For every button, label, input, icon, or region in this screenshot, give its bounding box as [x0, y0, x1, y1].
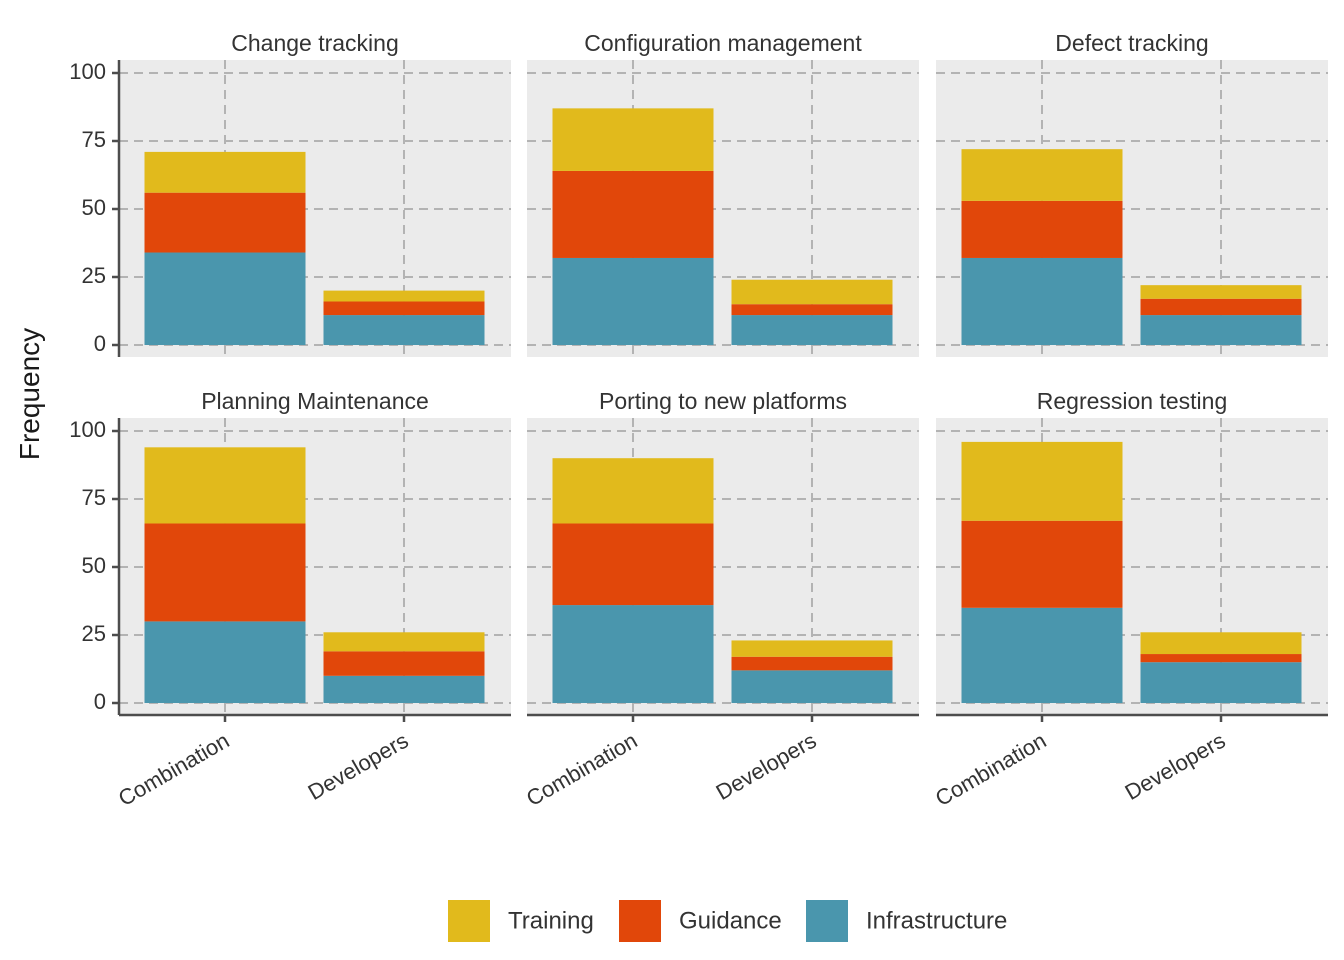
y-tick-label: 50: [82, 195, 106, 220]
bar-segment-training: [552, 108, 714, 171]
legend-item-guidance: Guidance: [619, 900, 782, 942]
y-tick-label: 0: [94, 689, 106, 714]
y-tick-label: 25: [82, 621, 106, 646]
facet-panel: Change tracking 0 25 50 75 100: [69, 30, 511, 357]
bar-segment-guidance: [731, 304, 893, 316]
legend-swatch: [448, 900, 490, 942]
facet-panel: Porting to new platforms Combination Devel…: [522, 388, 919, 811]
legend-swatch: [806, 900, 848, 942]
bar-segment-training: [552, 458, 714, 524]
legend-item-training: Training: [448, 900, 594, 942]
facet-panel: Defect tracking: [936, 30, 1328, 357]
bar-segment-guidance: [144, 523, 306, 622]
bar-segment-infrastructure: [1140, 662, 1302, 703]
bar-segment-infrastructure: [961, 257, 1123, 345]
bar-segment-guidance: [961, 520, 1123, 608]
bar-segment-infrastructure: [1140, 315, 1302, 345]
legend-label: Infrastructure: [866, 907, 1007, 934]
bar-segment-infrastructure: [323, 315, 485, 345]
bar-segment-training: [323, 632, 485, 652]
bar-segment-training: [1140, 285, 1302, 299]
y-tick-label: 25: [82, 263, 106, 288]
bar-segment-training: [144, 447, 306, 524]
facet-title: Regression testing: [1037, 388, 1228, 414]
y-axis-title: Frequency: [14, 328, 45, 460]
facet-title: Porting to new platforms: [599, 388, 847, 414]
bar-segment-infrastructure: [731, 315, 893, 345]
x-tick-label: Developers: [1121, 728, 1230, 805]
bar-segment-training: [731, 279, 893, 305]
x-tick-label: Combination: [931, 728, 1050, 811]
bar-segment-infrastructure: [731, 670, 893, 703]
facet-title: Change tracking: [231, 30, 399, 56]
bar-segment-guidance: [323, 301, 485, 316]
legend: Training Guidance Infrastructure: [448, 900, 1007, 942]
bar-segment-training: [731, 640, 893, 657]
legend-label: Guidance: [679, 907, 782, 934]
bar-segment-guidance: [961, 200, 1123, 258]
bar-segment-infrastructure: [323, 675, 485, 703]
panels: Change tracking 0 25 50 75 100 Configuration m…: [69, 30, 1328, 811]
bar-segment-guidance: [144, 192, 306, 253]
facet-title: Defect tracking: [1055, 30, 1208, 56]
bar-segment-infrastructure: [961, 607, 1123, 703]
bar-segment-guidance: [323, 651, 485, 676]
bar-segment-guidance: [731, 656, 893, 671]
bar-segment-guidance: [552, 170, 714, 258]
bar-segment-infrastructure: [552, 257, 714, 345]
legend-swatch: [619, 900, 661, 942]
y-tick-label: 75: [82, 127, 106, 152]
legend-item-infrastructure: Infrastructure: [806, 900, 1007, 942]
facet-title: Planning Maintenance: [201, 388, 429, 414]
x-tick-label: Combination: [522, 728, 641, 811]
legend-label: Training: [508, 907, 594, 934]
bar-segment-guidance: [1140, 298, 1302, 316]
x-tick-label: Combination: [114, 728, 233, 811]
bar-segment-infrastructure: [144, 621, 306, 703]
bar-segment-training: [323, 290, 485, 302]
facet-title: Configuration management: [584, 30, 862, 56]
bar-segment-training: [961, 441, 1123, 521]
bar-segment-training: [1140, 632, 1302, 655]
y-tick-label: 75: [82, 485, 106, 510]
x-tick-label: Developers: [712, 728, 821, 805]
y-tick-label: 0: [94, 331, 106, 356]
bar-segment-training: [961, 149, 1123, 201]
bar-segment-infrastructure: [144, 252, 306, 345]
x-tick-label: Developers: [304, 728, 413, 805]
y-tick-label: 100: [69, 59, 106, 84]
facet-panel: Planning Maintenance 0 25 50 75 100 Combinatio…: [69, 388, 511, 811]
bar-segment-training: [144, 151, 306, 193]
bar-segment-infrastructure: [552, 605, 714, 703]
y-tick-label: 50: [82, 553, 106, 578]
facet-panel: Configuration management: [527, 30, 919, 357]
y-tick-label: 100: [69, 417, 106, 442]
bar-segment-guidance: [1140, 654, 1302, 663]
facet-panel: Regression testing Combination Developers: [931, 388, 1328, 811]
bar-segment-guidance: [552, 523, 714, 606]
